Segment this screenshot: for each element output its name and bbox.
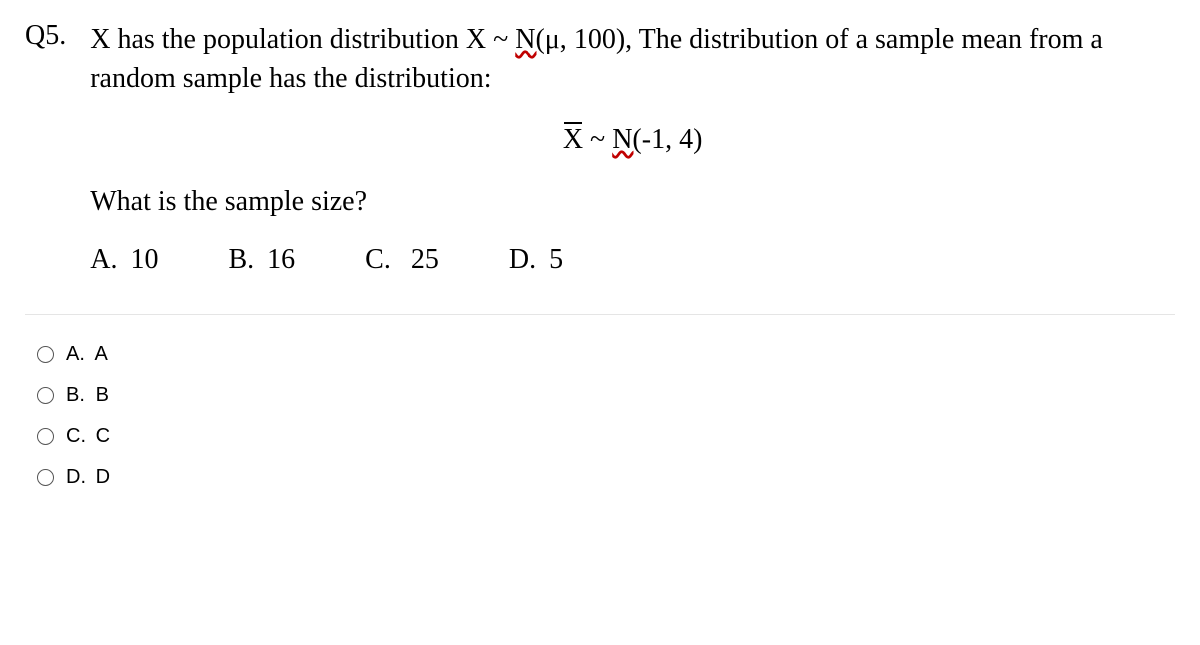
inline-option-a-value: 10 [130, 244, 158, 275]
inline-options: A. 10 B. 16 C. 25 D. 5 [90, 244, 1175, 276]
equation-xbar: X [563, 124, 583, 156]
answer-b-text: B [96, 384, 109, 406]
inline-option-b-value: 16 [267, 244, 295, 275]
question-text-part1: X has the population distribution X ~ [90, 24, 515, 55]
answer-d-label: D. D [66, 466, 110, 489]
question-text: X has the population distribution X ~ N(… [90, 20, 1175, 98]
answer-c-text: C [96, 425, 110, 447]
inline-option-d-value: 5 [549, 244, 563, 275]
answer-option-b[interactable]: B. B [37, 384, 1175, 407]
answer-options: A. A B. B C. C D. D [25, 343, 1175, 489]
radio-icon[interactable] [37, 469, 54, 486]
inline-option-d: D. 5 [509, 244, 563, 276]
answer-d-letter: D. [66, 466, 90, 489]
answer-b-label: B. B [66, 384, 109, 407]
answer-c-label: C. C [66, 425, 110, 448]
radio-icon[interactable] [37, 387, 54, 404]
divider [25, 314, 1175, 315]
answer-option-d[interactable]: D. D [37, 466, 1175, 489]
inline-option-d-letter: D. [509, 244, 536, 276]
equation-n-underlined: N( [612, 124, 642, 155]
inline-option-b: B. 16 [228, 244, 295, 276]
answer-d-text: D [96, 466, 110, 488]
question-text-underlined-n: N( [515, 24, 545, 55]
answer-a-text: A [94, 343, 107, 365]
inline-option-c-value: 25 [411, 244, 439, 275]
equation-tilde: ~ [583, 124, 612, 155]
inline-option-c-letter: C. [365, 244, 391, 276]
inline-option-a-letter: A. [90, 244, 117, 276]
inline-option-a: A. 10 [90, 244, 158, 276]
question-prompt: What is the sample size? [90, 186, 1175, 218]
radio-icon[interactable] [37, 428, 54, 445]
question-block: Q5. X has the population distribution X … [25, 20, 1175, 296]
question-number: Q5. [25, 20, 66, 296]
equation-rhs-rest: -1, 4) [642, 124, 703, 155]
answer-a-letter: A. [66, 343, 90, 366]
inline-option-b-letter: B. [228, 244, 254, 276]
answer-a-label: A. A [66, 343, 108, 366]
answer-option-c[interactable]: C. C [37, 425, 1175, 448]
radio-icon[interactable] [37, 346, 54, 363]
question-text-mu: μ, [545, 24, 567, 55]
equation: X ~ N(-1, 4) [90, 124, 1175, 156]
answer-b-letter: B. [66, 384, 90, 407]
answer-c-letter: C. [66, 425, 90, 448]
question-body: X has the population distribution X ~ N(… [90, 20, 1175, 296]
answer-option-a[interactable]: A. A [37, 343, 1175, 366]
inline-option-c: C. 25 [365, 244, 439, 276]
